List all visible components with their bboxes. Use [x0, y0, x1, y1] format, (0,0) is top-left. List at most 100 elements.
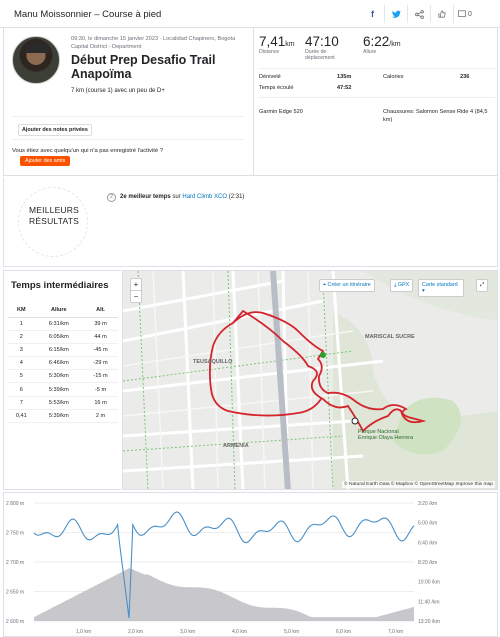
table-row[interactable]: 6 5:39/km -5 m — [8, 382, 118, 397]
route-map[interactable]: + − ⌖ Créer un itinéraire ⤓ GPX Carte st… — [122, 270, 498, 490]
elevation-tick-label: 2 700 m — [6, 560, 24, 566]
private-notes-section: Ajouter des notes privées — [12, 116, 244, 140]
trophy-icon: 2 — [107, 193, 116, 202]
pace-value: 6:22 — [363, 34, 390, 49]
distance-tick-label: 6,0 km — [336, 629, 351, 635]
header-actions: f 0 — [361, 5, 476, 23]
elevation-profile-chart[interactable]: 2 800 m 2 750 m 2 700 m 2 650 m 2 600 m 3:20… — [3, 492, 498, 637]
distance-tick-label: 4,0 km — [232, 629, 247, 635]
stats-divider — [259, 68, 495, 69]
split-km: 3 — [8, 343, 35, 358]
split-km: 7 — [8, 396, 35, 410]
zoom-out-button[interactable]: − — [131, 290, 141, 302]
table-row[interactable]: 1 6:31/km 39 m — [8, 317, 118, 331]
split-km: 4 — [8, 356, 35, 371]
map-canvas[interactable] — [123, 271, 498, 490]
pace-line — [33, 511, 415, 619]
splits-table: KM Allure Alt. 1 6:31/km 39 m 2 6:05/km 44 m… — [8, 304, 118, 424]
gpx-label: GPX — [397, 282, 410, 288]
distance-tick-label: 5,0 km — [284, 629, 299, 635]
split-km: 2 — [8, 330, 35, 344]
elapsed-time-value: 47:52 — [337, 85, 352, 91]
pace-stat: 6:22/km Allure — [363, 34, 401, 55]
split-pace: 6:31/km — [34, 317, 84, 331]
create-route-button[interactable]: ⌖ Créer un itinéraire — [319, 279, 375, 292]
split-elev: -29 m — [83, 356, 118, 371]
gpx-download-button[interactable]: ⤓ GPX — [390, 279, 414, 292]
moving-time-value: 47:10 — [305, 34, 339, 49]
achievement-time: (2:31) — [227, 194, 245, 200]
pace-tick-label: 10:00 /km — [418, 580, 440, 586]
pace-tick-label: 3:20 /km — [418, 501, 437, 507]
table-row[interactable]: 0,41 5:39/km 2 m — [8, 409, 118, 424]
achievement-item: 2e meilleur temps sur Hard Climb XCO (2:… — [120, 194, 244, 200]
shoes-info[interactable]: Chaussures: Salomon Sense Ride 4 (84,5 k… — [383, 109, 488, 123]
pace-tick-label: 6:40 /km — [418, 540, 437, 546]
page-title: Manu Moissonnier – Course à pied — [14, 9, 162, 20]
table-row[interactable]: 3 6:15/km -45 m — [8, 343, 118, 358]
split-pace: 5:39/km — [34, 382, 84, 397]
map-style-dropdown[interactable]: Carte standard ▾ — [418, 279, 464, 297]
split-km: 1 — [8, 317, 35, 331]
fullscreen-icon[interactable]: ⤢ — [476, 279, 489, 292]
route-line — [208, 309, 427, 433]
split-elev: 2 m — [83, 409, 118, 424]
table-row[interactable]: 2 6:05/km 44 m — [8, 330, 118, 344]
zoom-in-button[interactable]: + — [133, 280, 139, 289]
split-km: 0,41 — [8, 409, 35, 424]
comment-icon[interactable]: 0 — [453, 5, 476, 23]
split-elev: -45 m — [83, 343, 118, 358]
map-label-park: Parque Nacional Enrique Olaya Herrera — [358, 429, 414, 441]
elevation-label: Dénivelé — [259, 74, 281, 80]
twitter-icon[interactable] — [384, 5, 407, 23]
map-attribution[interactable]: © Natural Earth Data © Mapbox © OpenStre… — [342, 481, 495, 488]
segment-link[interactable]: Hard Climb XCO — [182, 194, 228, 200]
map-label-district: TEUSAQUILLO — [193, 359, 233, 365]
elevation-area — [34, 568, 414, 621]
table-row[interactable]: 5 5:30/km -15 m — [8, 369, 118, 384]
badge-line-1: MEILLEURS — [29, 205, 79, 215]
table-row[interactable]: 7 5:53/km 16 m — [8, 396, 118, 410]
split-km: 6 — [8, 382, 35, 397]
distance-label: Distance — [259, 49, 280, 55]
split-elev: 16 m — [83, 396, 118, 410]
facebook-icon[interactable]: f — [371, 9, 374, 19]
elevation-chart-canvas[interactable]: 2 800 m 2 750 m 2 700 m 2 650 m 2 600 m 3:20… — [4, 493, 498, 637]
stats-divider — [259, 97, 495, 98]
add-friends-button[interactable]: Ajouter des amis — [20, 156, 71, 166]
share-icon[interactable] — [407, 5, 430, 23]
kudos-icon[interactable] — [430, 5, 453, 23]
achievement-connector: sur — [170, 194, 183, 200]
map-label-district: ARMENIA — [223, 443, 249, 449]
pace-unit: /km — [389, 41, 401, 48]
map-label-district: MARISCAL SUCRE — [365, 334, 415, 340]
create-route-label: Créer un itinéraire — [327, 282, 371, 288]
split-pace: 6:05/km — [34, 330, 84, 344]
map-style-label: Carte standard — [422, 282, 458, 288]
moving-time-label: Durée de déplacement — [305, 49, 335, 61]
zoom-controls: + − — [130, 278, 142, 303]
add-private-notes-button[interactable]: Ajouter des notes privées — [18, 124, 92, 136]
split-pace: 5:39/km — [34, 409, 84, 424]
pace-tick-label: 8:20 /km — [418, 560, 437, 566]
distance-stat: 7,41km Distance — [259, 34, 295, 55]
moving-time-stat: 47:10 Durée de déplacement — [305, 34, 355, 61]
calories-label: Calories — [383, 74, 404, 80]
split-pace: 5:30/km — [34, 369, 84, 384]
elevation-tick-label: 2 750 m — [6, 531, 24, 537]
unrecorded-partner-question: Vous étiez avec quelqu'un qui n'a pas en… — [12, 148, 163, 154]
activity-title: Début Prep Desafio Trail Anapoïma — [71, 53, 216, 81]
chevron-down-icon: ▾ — [422, 288, 425, 294]
activity-meta: 09:30, le dimanche 15 janvier 2023 · Loc… — [71, 36, 236, 50]
device-name: Garmin Edge 520 — [259, 109, 303, 115]
avatar[interactable] — [12, 36, 60, 84]
table-row[interactable]: 4 6:46/km -29 m — [8, 356, 118, 371]
best-results-badge: MEILLEURS RÉSULTATS — [12, 205, 96, 227]
splits-title: Temps intermédiaires — [11, 280, 109, 291]
split-elev: -5 m — [83, 382, 118, 397]
download-icon: ⤓ — [394, 282, 398, 288]
pace-label: Allure — [363, 49, 377, 55]
calories-value: 236 — [460, 74, 470, 80]
achievements-section: MEILLEURS RÉSULTATS 2 2e meilleur temps … — [3, 177, 498, 267]
splits-header-pace: Allure — [34, 304, 84, 318]
